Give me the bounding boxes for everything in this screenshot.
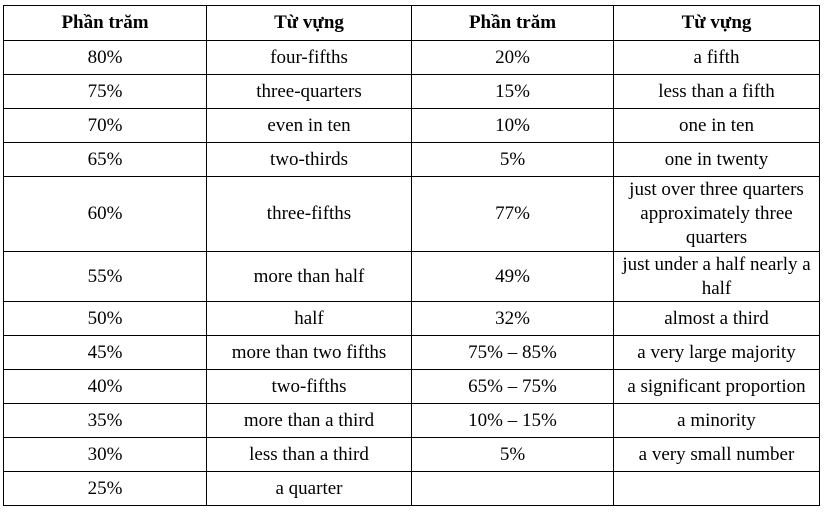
table-cell: 49% xyxy=(411,251,614,302)
table-cell: 35% xyxy=(3,403,207,438)
header-vocab-right: Từ vựng xyxy=(613,5,820,41)
table-cell: three-quarters xyxy=(206,74,412,109)
table-cell: three-fifths xyxy=(206,176,412,252)
table-cell: more than a third xyxy=(206,403,412,438)
table-cell: 45% xyxy=(3,335,207,370)
table-row: 55% more than half 49% just under a half… xyxy=(3,251,820,302)
table-cell: 5% xyxy=(411,437,614,472)
table-cell: 30% xyxy=(3,437,207,472)
table-cell: 75% – 85% xyxy=(411,335,614,370)
table-row: 45% more than two fifths 75% – 85% a ver… xyxy=(3,335,820,370)
table-cell: a fifth xyxy=(613,40,820,75)
table-cell: even in ten xyxy=(206,108,412,143)
table-row: 75% three-quarters 15% less than a fifth xyxy=(3,74,820,109)
table-cell: less than a fifth xyxy=(613,74,820,109)
table-row: 30% less than a third 5% a very small nu… xyxy=(3,437,820,472)
table-cell: 65% – 75% xyxy=(411,369,614,404)
table-cell: one in twenty xyxy=(613,142,820,177)
table-cell: a significant proportion xyxy=(613,369,820,404)
table-cell: 77% xyxy=(411,176,614,252)
table-row: 65% two-thirds 5% one in twenty xyxy=(3,142,820,177)
table-cell: almost a third xyxy=(613,301,820,336)
table-cell: a very small number xyxy=(613,437,820,472)
table-row: 40% two-fifths 65% – 75% a significant p… xyxy=(3,369,820,404)
table-cell: a quarter xyxy=(206,471,412,506)
table-cell: a very large majority xyxy=(613,335,820,370)
table-cell: half xyxy=(206,301,412,336)
table-row: 80% four-fifths 20% a fifth xyxy=(3,40,820,75)
table-cell: 75% xyxy=(3,74,207,109)
table-row: 50% half 32% almost a third xyxy=(3,301,820,336)
table-row: 60% three-fifths 77% just over three qua… xyxy=(3,176,820,252)
header-percent-left: Phần trăm xyxy=(3,5,207,41)
percentage-vocabulary-table: Phần trăm Từ vựng Phần trăm Từ vựng 80% … xyxy=(3,5,820,506)
table-cell: 65% xyxy=(3,142,207,177)
table-cell: 40% xyxy=(3,369,207,404)
table-row: 35% more than a third 10% – 15% a minori… xyxy=(3,403,820,438)
table-cell: 55% xyxy=(3,251,207,302)
table-cell: 10% – 15% xyxy=(411,403,614,438)
table-cell: more than two fifths xyxy=(206,335,412,370)
table-cell: 25% xyxy=(3,471,207,506)
table-cell: a minority xyxy=(613,403,820,438)
table-cell: just over three quarters approximately t… xyxy=(613,176,820,252)
table-row: 25% a quarter xyxy=(3,471,820,506)
table-cell: less than a third xyxy=(206,437,412,472)
table-cell: 32% xyxy=(411,301,614,336)
table-row: 70% even in ten 10% one in ten xyxy=(3,108,820,143)
table-cell: 50% xyxy=(3,301,207,336)
table-cell: 10% xyxy=(411,108,614,143)
header-vocab-left: Từ vựng xyxy=(206,5,412,41)
table-cell: 5% xyxy=(411,142,614,177)
table-cell xyxy=(613,471,820,506)
header-percent-right: Phần trăm xyxy=(411,5,614,41)
table-cell: just under a half nearly a half xyxy=(613,251,820,302)
table-cell: four-fifths xyxy=(206,40,412,75)
table-header-row: Phần trăm Từ vựng Phần trăm Từ vựng xyxy=(3,5,820,41)
table-cell: more than half xyxy=(206,251,412,302)
table-cell: 60% xyxy=(3,176,207,252)
table-cell: one in ten xyxy=(613,108,820,143)
table-cell: two-fifths xyxy=(206,369,412,404)
table-cell: 70% xyxy=(3,108,207,143)
table-cell: 15% xyxy=(411,74,614,109)
table-cell: 20% xyxy=(411,40,614,75)
table-cell: two-thirds xyxy=(206,142,412,177)
table-cell: 80% xyxy=(3,40,207,75)
table-cell xyxy=(411,471,614,506)
